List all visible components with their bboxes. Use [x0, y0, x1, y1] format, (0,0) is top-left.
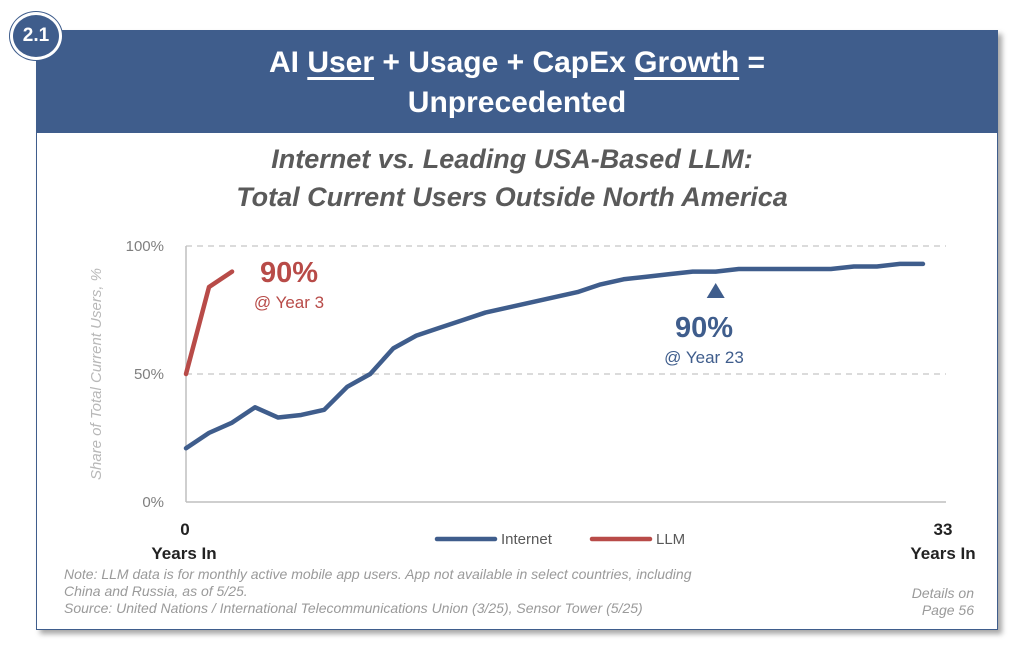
internet-marker-triangle [706, 283, 725, 298]
chart-title-line-2: Total Current Users Outside North Americ… [236, 182, 788, 212]
note-line-2: China and Russia, as of 5/25. [64, 583, 248, 599]
series-line-internet [183, 261, 926, 451]
slide-number-badge: 2.1 [10, 12, 62, 60]
y-tick-labels: 100% 50% 0% [126, 238, 164, 511]
chart-title: Internet vs. Leading USA-Based LLM: Tota… [0, 140, 1024, 216]
slide-title: AI User + Usage + CapEx Growth = Unprece… [37, 43, 997, 123]
y-tick-label: 0% [142, 494, 164, 511]
header-banner: AI User + Usage + CapEx Growth = Unprece… [37, 31, 997, 133]
gridlines [186, 245, 946, 375]
details-line-2: Page 56 [921, 602, 974, 618]
source-line: Source: United Nations / International T… [64, 600, 643, 616]
x-axis-labels: 0 Years In 33 Years In [151, 520, 975, 563]
x-start-label: 0 [180, 520, 189, 539]
y-tick-label: 50% [134, 366, 164, 383]
legend-label-internet: Internet [501, 531, 553, 548]
internet-annotation-caption: @ Year 23 [664, 348, 744, 367]
annotations: 90% @ Year 3 90% @ Year 23 [254, 257, 744, 367]
details-reference: Details on Page 56 [880, 585, 974, 619]
title-growth: Growth [634, 46, 740, 79]
llm-annotation-value: 90% [260, 257, 318, 289]
y-tick-label: 100% [126, 238, 164, 255]
y-axis-label: Share of Total Current Users, % [88, 268, 105, 480]
series-line-llm [183, 269, 235, 377]
legend: Internet LLM [434, 531, 685, 548]
chart-title-line-1: Internet vs. Leading USA-Based LLM: [271, 144, 753, 174]
llm-annotation-caption: @ Year 3 [254, 293, 324, 312]
x-end-caption: Years In [910, 544, 975, 563]
note-line-1: Note: LLM data is for monthly active mob… [64, 566, 692, 582]
legend-label-llm: LLM [656, 531, 685, 548]
footnote: Note: LLM data is for monthly active mob… [64, 566, 894, 617]
title-user: User [307, 46, 375, 79]
x-start-caption: Years In [151, 544, 216, 563]
title-line-1: AI User + Usage + CapEx Growth = [268, 46, 766, 79]
x-end-label: 33 [934, 520, 953, 539]
series-group [183, 261, 926, 451]
internet-annotation-value: 90% [675, 312, 733, 344]
details-line-1: Details on [911, 585, 974, 601]
title-line-2: Unprecedented [407, 86, 627, 119]
